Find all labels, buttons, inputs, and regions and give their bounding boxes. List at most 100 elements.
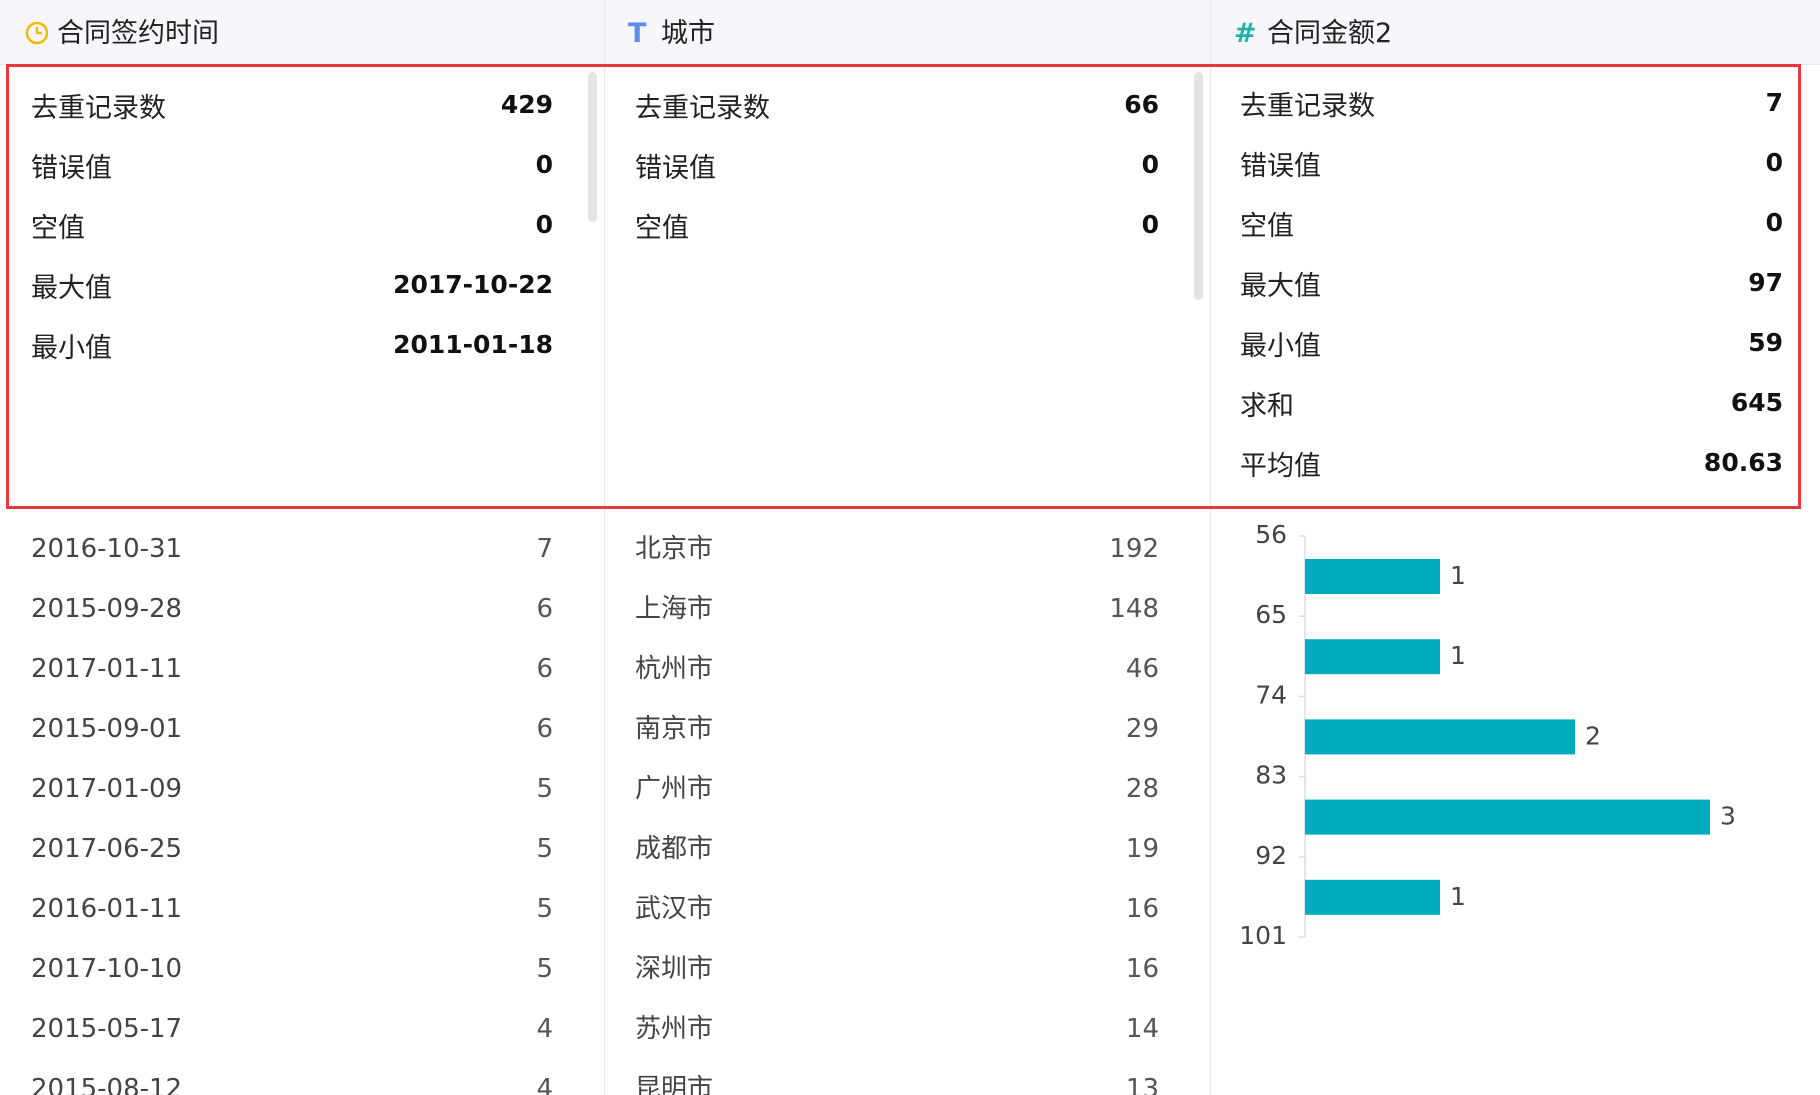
value-label: 广州市 — [635, 774, 714, 804]
bin-label: 65 — [1255, 600, 1287, 629]
stat-value: 66 — [1124, 90, 1159, 119]
value-count: 16 — [1125, 894, 1159, 924]
value-label: 2016-01-11 — [31, 894, 183, 924]
value-label: 2015-05-17 — [31, 1014, 183, 1044]
value-label: 武汉市 — [635, 894, 714, 924]
histogram-bar — [1305, 799, 1710, 835]
value-label: 深圳市 — [635, 954, 714, 984]
value-count: 19 — [1125, 834, 1159, 864]
column-title: 合同签约时间 — [57, 18, 219, 49]
stat-label: 去重记录数 — [1240, 91, 1375, 122]
bin-label: 101 — [1239, 921, 1287, 950]
highlight-box — [6, 64, 1801, 509]
value-count: 29 — [1125, 714, 1159, 744]
value-label: 2017-01-11 — [31, 654, 183, 684]
value-label: 2015-08-12 — [31, 1074, 183, 1095]
stat-value: 0 — [535, 210, 553, 239]
stat-value: 0 — [1765, 148, 1783, 177]
value-count: 192 — [1109, 534, 1159, 564]
stat-label: 空值 — [1240, 211, 1294, 242]
stat-label: 空值 — [31, 213, 85, 244]
count-label: 2 — [1585, 721, 1601, 750]
stat-value: 80.63 — [1703, 448, 1783, 477]
value-label: 2015-09-01 — [31, 714, 183, 744]
stat-label: 最小值 — [1240, 331, 1321, 362]
value-count: 6 — [536, 594, 553, 624]
value-label: 2017-01-09 — [31, 774, 183, 804]
value-count: 5 — [536, 774, 553, 804]
count-label: 3 — [1720, 802, 1736, 831]
value-label: 北京市 — [635, 534, 714, 564]
value-count: 13 — [1125, 1074, 1159, 1095]
value-label: 南京市 — [635, 714, 714, 744]
stat-value: 7 — [1765, 88, 1783, 117]
column-separator — [1210, 0, 1211, 1095]
stat-label: 错误值 — [31, 153, 112, 184]
value-count: 4 — [536, 1014, 553, 1044]
histogram-bar — [1305, 639, 1440, 675]
count-label: 1 — [1450, 882, 1466, 911]
value-label: 2015-09-28 — [31, 594, 183, 624]
value-count: 6 — [536, 654, 553, 684]
histogram-bar — [1305, 719, 1575, 755]
value-label: 杭州市 — [635, 654, 714, 684]
bin-label: 92 — [1255, 841, 1287, 870]
column-type-icon: T — [628, 18, 647, 49]
value-label: 2016-10-31 — [31, 534, 183, 564]
column-separator — [604, 0, 605, 1095]
stat-label: 错误值 — [635, 153, 716, 184]
value-count: 28 — [1125, 774, 1159, 804]
stat-value: 2017-10-22 — [393, 270, 553, 299]
value-count: 4 — [536, 1074, 553, 1095]
stat-value: 0 — [1141, 150, 1159, 179]
value-count: 6 — [536, 714, 553, 744]
bin-label: 83 — [1255, 761, 1287, 790]
stat-label: 最大值 — [1240, 271, 1321, 302]
column-title: 合同金额2 — [1267, 18, 1393, 49]
value-count: 5 — [536, 834, 553, 864]
stat-label: 错误值 — [1240, 151, 1321, 182]
scrollbar-thumb[interactable] — [1194, 72, 1203, 300]
stat-label: 去重记录数 — [635, 93, 770, 124]
histogram-bar — [1305, 879, 1440, 915]
value-label: 苏州市 — [635, 1014, 714, 1044]
stat-label: 求和 — [1240, 391, 1294, 422]
value-label: 2017-10-10 — [31, 954, 183, 984]
column-type-icon: # — [1234, 18, 1257, 49]
value-label: 成都市 — [635, 834, 714, 864]
count-label: 1 — [1450, 641, 1466, 670]
scrollbar-thumb[interactable] — [588, 72, 597, 222]
value-label: 上海市 — [635, 594, 714, 624]
stat-label: 去重记录数 — [31, 93, 166, 124]
stat-value: 2011-01-18 — [393, 330, 553, 359]
stat-label: 最小值 — [31, 333, 112, 364]
value-label: 昆明市 — [635, 1074, 714, 1095]
value-count: 148 — [1109, 594, 1159, 624]
bin-label: 74 — [1255, 680, 1287, 709]
value-label: 2017-06-25 — [31, 834, 183, 864]
stat-value: 0 — [1141, 210, 1159, 239]
header-bar — [0, 0, 1820, 65]
value-count: 14 — [1125, 1014, 1159, 1044]
stat-label: 最大值 — [31, 273, 112, 304]
stat-value: 97 — [1748, 268, 1783, 297]
histogram-bar — [1305, 559, 1440, 594]
column-title: 城市 — [661, 18, 715, 49]
value-count: 5 — [536, 954, 553, 984]
bin-label: 56 — [1255, 520, 1287, 549]
stat-value: 59 — [1748, 328, 1783, 357]
stat-value: 429 — [500, 90, 553, 119]
value-count: 46 — [1125, 654, 1159, 684]
count-label: 1 — [1450, 561, 1466, 590]
stat-label: 平均值 — [1240, 451, 1321, 482]
stat-label: 空值 — [635, 213, 689, 244]
clock-icon — [25, 21, 49, 45]
value-count: 5 — [536, 894, 553, 924]
value-count: 16 — [1125, 954, 1159, 984]
stat-value: 0 — [1765, 208, 1783, 237]
histogram: 56 65 74 83 92 101 1 1 2 3 1 — [1239, 520, 1736, 950]
stat-value: 0 — [535, 150, 553, 179]
value-count: 7 — [536, 534, 553, 564]
stat-value: 645 — [1730, 388, 1783, 417]
